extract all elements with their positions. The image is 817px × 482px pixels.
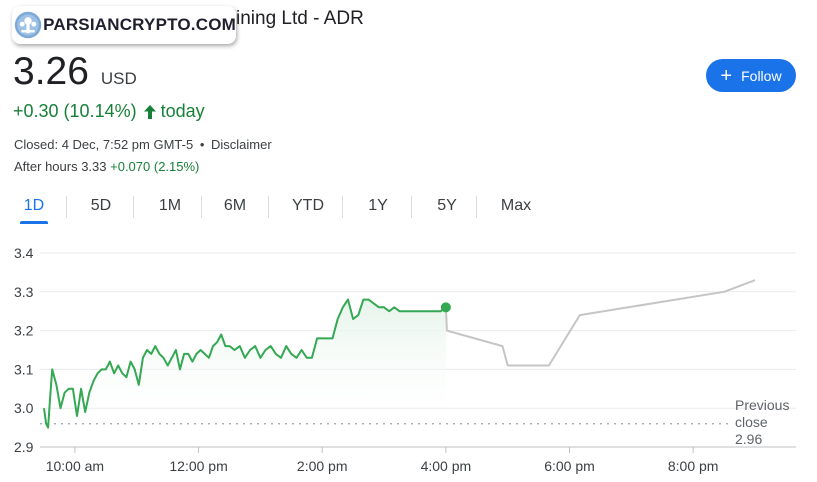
separator-dot: • <box>199 137 205 152</box>
disclaimer-link[interactable]: Disclaimer <box>211 137 272 152</box>
tab-divider <box>476 196 477 218</box>
price-change: +0.30 (10.14%) <box>13 101 137 121</box>
tab-5y[interactable]: 5Y <box>437 197 457 214</box>
plus-icon: + <box>720 64 733 87</box>
tab-5d[interactable]: 5D <box>90 197 112 214</box>
arrow-up-icon <box>143 104 156 119</box>
previous-close-label: Previous close 2.96 <box>735 397 789 448</box>
follow-label: Follow <box>741 67 782 84</box>
parsiancrypto-logo-icon <box>14 11 42 39</box>
watermark-text: PARSIANCRYPTO.COM <box>43 15 236 34</box>
closed-label: Closed: 4 Dec, 7:52 pm GMT-5 <box>14 137 194 152</box>
change-period: today <box>160 101 205 121</box>
tab-divider <box>133 196 134 218</box>
y-tick-label: 3.3 <box>14 284 34 300</box>
tab-divider <box>66 196 67 218</box>
change-row: +0.30 (10.14%) today <box>13 101 205 122</box>
after-hours-label: After hours 3.33 <box>14 159 107 174</box>
tab-1d[interactable]: 1D <box>12 192 56 224</box>
previous-close-line2: close <box>735 414 768 430</box>
tab-divider <box>342 196 343 218</box>
range-tabs: 1D 5D 1M 6M YTD 1Y 5Y Max <box>0 192 817 224</box>
x-tick-label: 8:00 pm <box>668 458 719 474</box>
price-area-fill <box>44 299 446 428</box>
tab-ytd[interactable]: YTD <box>292 197 324 214</box>
tab-1m[interactable]: 1M <box>158 197 182 214</box>
price-chart: 3.4 3.3 3.2 3.1 3.0 2.9 10:00 am 12:00 pm 2:00 p… <box>14 245 796 474</box>
previous-close-line1: Previous <box>735 397 790 413</box>
tab-divider <box>201 196 202 218</box>
close-marker-dot <box>440 302 451 313</box>
price-line-after-hours <box>444 279 756 367</box>
currency-label: USD <box>100 69 137 88</box>
x-tick-label: 6:00 pm <box>544 458 595 474</box>
tab-1y[interactable]: 1Y <box>368 197 388 214</box>
tab-max[interactable]: Max <box>500 197 532 214</box>
tab-divider <box>268 196 269 218</box>
tab-divider <box>411 196 412 218</box>
y-tick-label: 3.2 <box>14 323 34 339</box>
x-tick-label: 12:00 pm <box>169 458 227 474</box>
y-tick-label: 2.9 <box>14 439 34 455</box>
x-tick-label: 10:00 am <box>46 458 104 474</box>
after-hours-change: +0.070 (2.15%) <box>110 159 200 174</box>
x-tick-label: 2:00 pm <box>297 458 348 474</box>
tab-6m[interactable]: 6M <box>223 197 247 214</box>
watermark-badge: PARSIANCRYPTO.COM <box>12 6 236 44</box>
y-tick-label: 3.4 <box>14 245 34 261</box>
page-title: ining Ltd - ADR <box>236 8 364 29</box>
follow-button[interactable]: + Follow <box>706 59 796 92</box>
x-tick-label: 4:00 pm <box>421 458 472 474</box>
price-line-regular <box>43 298 447 429</box>
closed-info: Closed: 4 Dec, 7:52 pm GMT-5 • Disclaime… <box>14 137 272 152</box>
y-tick-label: 3.1 <box>14 361 34 377</box>
y-tick-label: 3.0 <box>14 400 34 416</box>
price-value: 3.26 <box>13 50 89 93</box>
previous-close-value: 2.96 <box>735 431 763 447</box>
price-row: 3.26 USD <box>13 52 137 92</box>
after-hours-info: After hours 3.33 +0.070 (2.15%) <box>14 159 199 174</box>
